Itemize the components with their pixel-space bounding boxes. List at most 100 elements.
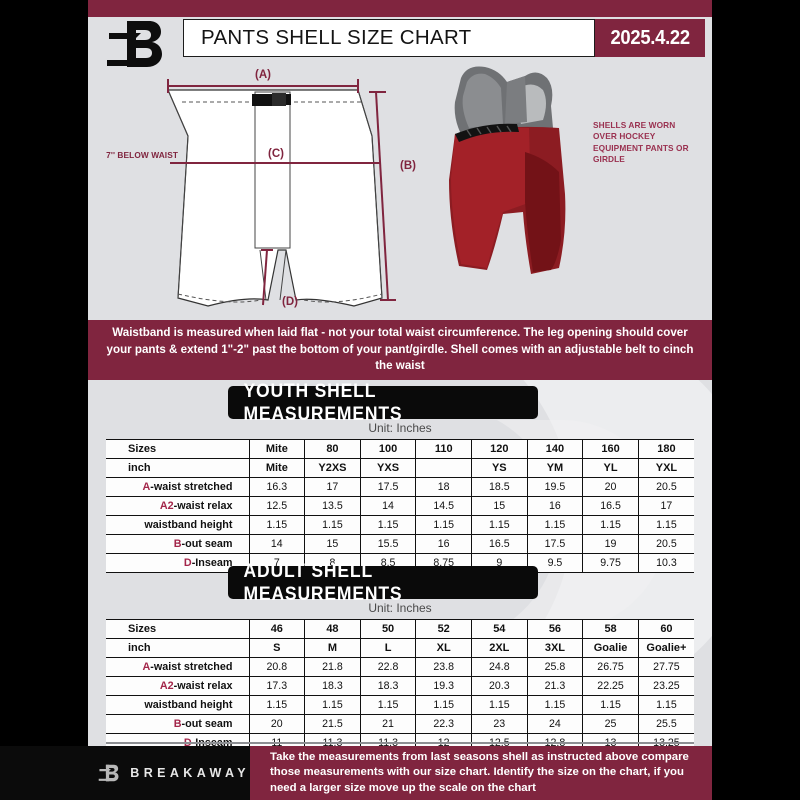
adult-cell: 50 <box>359 619 416 639</box>
adult-measurements-table: Sizes 46 48 50 52 54 56 58 60 inch S M L XL 2XL 3XL Goal… <box>106 619 694 753</box>
adult-cell: 25.5 <box>637 714 694 734</box>
page-header: PANTS SHELL SIZE CHART 2025.4.22 <box>88 17 712 67</box>
table-row: A2-waist relax 17.3 18.3 18.3 19.3 20.3 21.3 22… <box>106 676 694 696</box>
measurement-key: D <box>183 557 192 569</box>
youth-cell: 17 <box>304 477 361 497</box>
shell-product-photo <box>449 66 566 274</box>
youth-cell: 17.5 <box>359 477 416 497</box>
breakaway-footer-logo-icon <box>98 764 119 782</box>
table-row: waistband height 1.15 1.15 1.15 1.15 1.15 1.15… <box>106 695 694 715</box>
table-row: Sizes 46 48 50 52 54 56 58 60 <box>106 619 694 639</box>
page-title: PANTS SHELL SIZE CHART <box>183 19 595 57</box>
adult-cell: 24 <box>526 714 583 734</box>
page-title-text: PANTS SHELL SIZE CHART <box>201 26 472 49</box>
label-d: (D) <box>282 296 298 308</box>
adult-cell: 56 <box>526 619 583 639</box>
measurement-key: A2 <box>159 500 174 512</box>
adult-cell: 24.8 <box>471 657 528 677</box>
youth-table-body: Sizes Mite 80 100 110 120 140 160 180 inch Mite Y2X… <box>106 439 694 573</box>
youth-cell: 9.5 <box>526 553 583 573</box>
youth-cell: 20.5 <box>637 477 694 497</box>
youth-section-heading: YOUTH SHELL MEASUREMENTS <box>228 380 538 425</box>
youth-cell: 9.75 <box>582 553 639 573</box>
adult-cell: 46 <box>248 619 305 639</box>
adult-cell: 22.8 <box>359 657 416 677</box>
adult-unit-label: Unit: Inches <box>368 601 432 615</box>
adult-cell: Goalie <box>582 638 639 658</box>
youth-cell: Mite <box>248 439 305 459</box>
adult-cell: 21.5 <box>304 714 361 734</box>
measurement-key: B <box>173 538 182 550</box>
shorts-technical-drawing: (A) (B) (C) (D) <box>167 69 416 308</box>
measurement-key: B <box>173 718 182 730</box>
youth-cell: 20.5 <box>637 534 694 554</box>
youth-cell: YXS <box>359 458 416 478</box>
adult-cell: 19.3 <box>415 676 472 696</box>
table-row: B-out seam 20 21.5 21 22.3 23 24 25 25.5 <box>106 714 694 734</box>
youth-row-label: D-Inseam <box>106 553 249 573</box>
table-row: inch S M L XL 2XL 3XL Goalie Goalie+ <box>106 638 694 658</box>
adult-cell: 20.3 <box>471 676 528 696</box>
label-c: (C) <box>268 148 284 160</box>
youth-cell: 1.15 <box>359 515 416 535</box>
youth-cell: 180 <box>637 439 694 459</box>
youth-cell: 1.15 <box>526 515 583 535</box>
youth-cell: 17.5 <box>526 534 583 554</box>
youth-row-label: waistband height <box>106 515 249 535</box>
table-row: Sizes Mite 80 100 110 120 140 160 180 <box>106 439 694 459</box>
adult-cell: 23.25 <box>637 676 694 696</box>
instruction-text: Waistband is measured when laid flat - n… <box>106 326 694 373</box>
youth-cell: 1.15 <box>637 515 694 535</box>
youth-cell: 15 <box>304 534 361 554</box>
adult-section-heading: ADULT SHELL MEASUREMENTS <box>228 560 538 605</box>
youth-row-label: Sizes <box>106 439 249 459</box>
table-row: inch Mite Y2XS YXS YS YM YL YXL <box>106 458 694 478</box>
youth-cell: 16.3 <box>248 477 305 497</box>
youth-cell: 16.5 <box>471 534 528 554</box>
adult-table-body: Sizes 46 48 50 52 54 56 58 60 inch S M L XL 2XL 3XL Goal… <box>106 619 694 753</box>
youth-cell: 1.15 <box>304 515 361 535</box>
youth-cell: YL <box>582 458 639 478</box>
adult-cell: XL <box>415 638 472 658</box>
footer-instruction-text: Take the measurements from last seasons … <box>270 750 689 794</box>
youth-cell: YXL <box>637 458 694 478</box>
youth-cell: 16 <box>415 534 472 554</box>
table-row: A2-waist relax 12.5 13.5 14 14.5 15 16 16.5 17 <box>106 496 694 516</box>
youth-unit-label: Unit: Inches <box>368 421 432 435</box>
adult-cell: 22.3 <box>415 714 472 734</box>
adult-cell: 1.15 <box>248 695 305 715</box>
youth-cell: 100 <box>359 439 416 459</box>
measurement-key: A <box>142 481 151 493</box>
adult-row-label: inch <box>106 638 249 658</box>
footer-brand-block: BREAKAWAY <box>0 746 250 800</box>
measurement-key: A2 <box>159 680 174 692</box>
adult-cell: 20.8 <box>248 657 305 677</box>
youth-cell: 1.15 <box>471 515 528 535</box>
youth-cell: 19 <box>582 534 639 554</box>
youth-cell <box>415 458 472 478</box>
adult-cell: S <box>248 638 305 658</box>
adult-cell: 22.25 <box>582 676 639 696</box>
instruction-band: Waistband is measured when laid flat - n… <box>88 320 712 380</box>
adult-row-label: waistband height <box>106 695 249 715</box>
youth-cell: 15 <box>471 496 528 516</box>
youth-row-label: B-out seam <box>106 534 249 554</box>
youth-row-label: inch <box>106 458 249 478</box>
adult-cell: 21 <box>359 714 416 734</box>
youth-table: Sizes Mite 80 100 110 120 140 160 180 inch Mite Y2X… <box>106 439 694 573</box>
youth-cell: 16 <box>526 496 583 516</box>
table-row: A-waist stretched 16.3 17 17.5 18 18.5 19.5 20 2… <box>106 477 694 497</box>
youth-cell: 10.3 <box>637 553 694 573</box>
adult-cell: 1.15 <box>471 695 528 715</box>
adult-heading-text: ADULT SHELL MEASUREMENTS <box>243 559 403 605</box>
youth-cell: 18.5 <box>471 477 528 497</box>
youth-cell: 15.5 <box>359 534 416 554</box>
adult-cell: 1.15 <box>304 695 361 715</box>
table-row: A-waist stretched 20.8 21.8 22.8 23.8 24.8 25.… <box>106 657 694 677</box>
youth-cell: 14.5 <box>415 496 472 516</box>
youth-cell: 110 <box>415 439 472 459</box>
adult-cell: 58 <box>582 619 639 639</box>
youth-cell: 120 <box>471 439 528 459</box>
youth-cell: 14 <box>248 534 305 554</box>
adult-cell: 1.15 <box>637 695 694 715</box>
